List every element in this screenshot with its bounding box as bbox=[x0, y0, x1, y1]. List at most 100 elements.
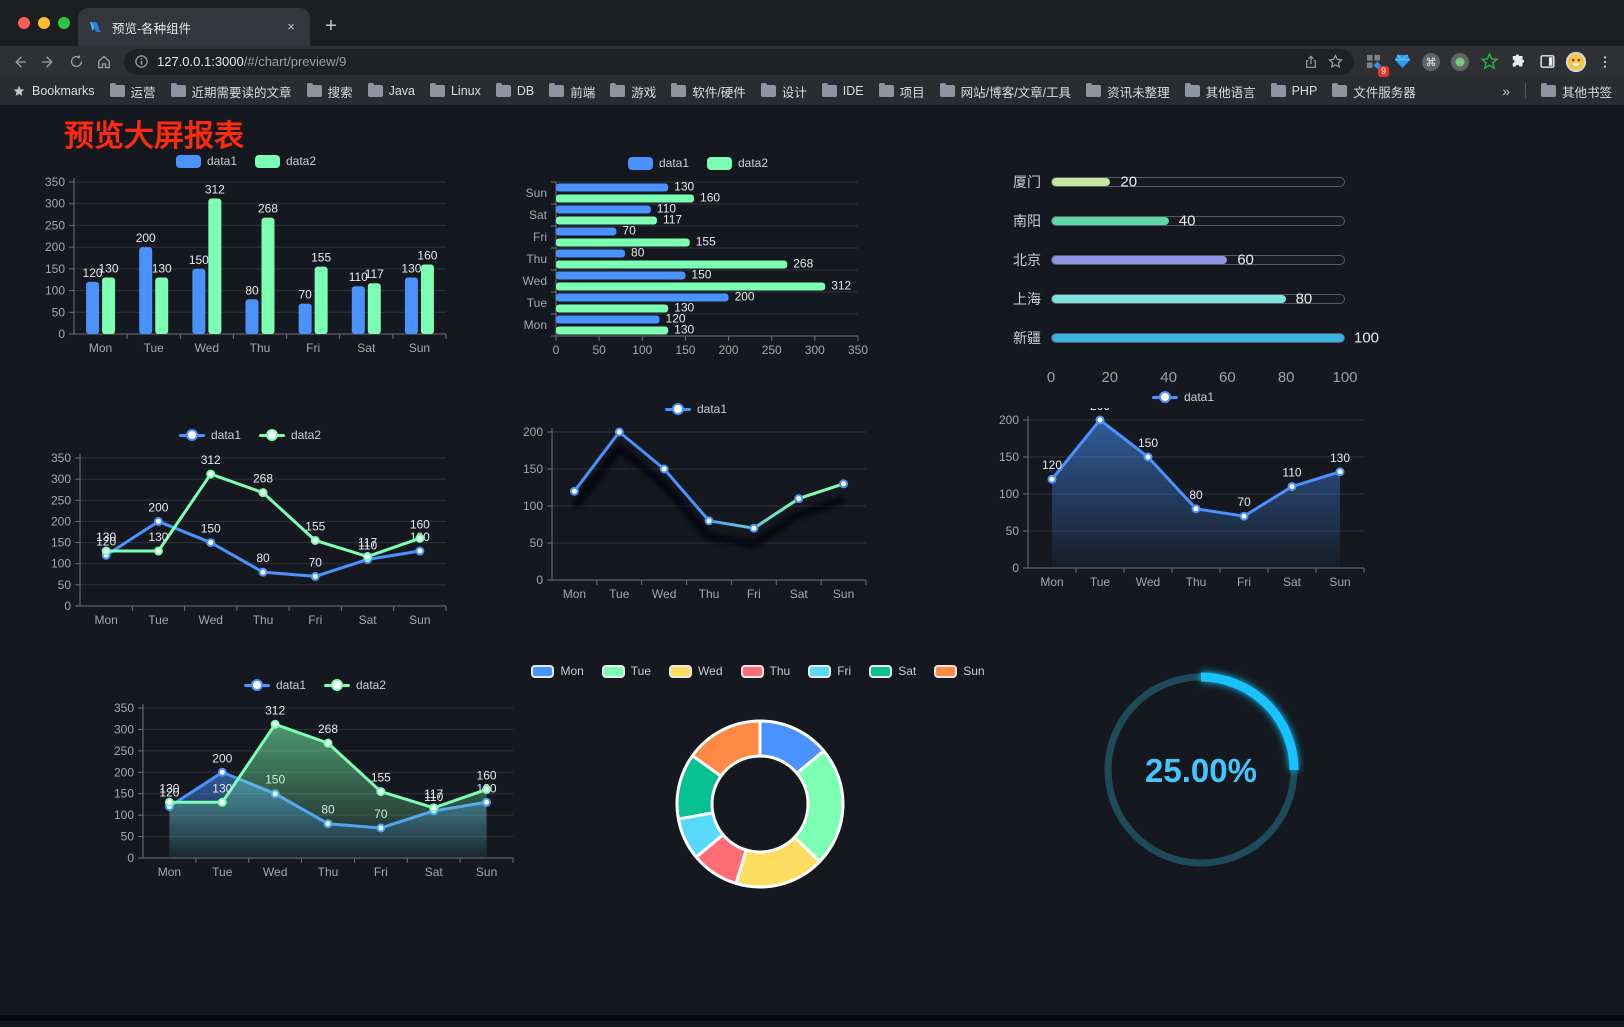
back-icon[interactable] bbox=[8, 50, 32, 74]
legend-item[interactable]: data2 bbox=[324, 678, 386, 692]
legend-item[interactable]: Wed bbox=[669, 664, 723, 678]
legend-item[interactable]: data1 bbox=[627, 156, 689, 170]
legend-item[interactable]: Fri bbox=[808, 664, 851, 678]
svg-text:Tue: Tue bbox=[212, 865, 233, 879]
multi-line-chart[interactable]: data1 data2 0 50 100 150 200 250 300 350 Mon Tue Wed… bbox=[40, 424, 460, 636]
legend-item[interactable]: Mon bbox=[531, 664, 584, 678]
other-bookmarks-folder[interactable]: 其他书签 bbox=[1540, 82, 1612, 101]
bookmark-star-icon[interactable] bbox=[1327, 53, 1344, 70]
url-text[interactable]: 127.0.0.1:3000/#/chart/preview/9 bbox=[157, 54, 1295, 69]
bookmark-folder[interactable]: 资讯未整理 bbox=[1086, 82, 1170, 101]
svg-text:0: 0 bbox=[127, 851, 134, 865]
legend-item[interactable]: Thu bbox=[740, 664, 790, 678]
shortcut-extension-icon[interactable]: ⌘ bbox=[1420, 51, 1442, 73]
bookmark-folder[interactable]: IDE bbox=[821, 82, 864, 101]
stacked-area-line-chart[interactable]: data1 data2 0 50 100 150 200 250 300 350 Mon Tue Wed… bbox=[103, 674, 527, 888]
svg-text:150: 150 bbox=[201, 522, 221, 536]
bookmark-folder[interactable]: 项目 bbox=[878, 82, 925, 101]
bookmark-folder[interactable]: 其他语言 bbox=[1184, 82, 1256, 101]
horizontal-bar-chart[interactable]: data1 data2 0 50 100 150 200 250 300 350 Mon 120 130… bbox=[500, 152, 896, 364]
svg-text:Thu: Thu bbox=[1186, 575, 1207, 589]
folder-icon bbox=[821, 82, 837, 97]
side-panel-icon[interactable] bbox=[1536, 51, 1558, 73]
svg-text:160: 160 bbox=[417, 249, 437, 263]
menu-kebab-icon[interactable] bbox=[1594, 51, 1616, 73]
svg-text:Sun: Sun bbox=[476, 865, 497, 879]
gem-extension-icon[interactable] bbox=[1391, 51, 1413, 73]
bookmark-folder[interactable]: 运营 bbox=[109, 82, 156, 101]
bookmark-folder[interactable]: Java bbox=[367, 82, 415, 101]
recorder-extension-icon[interactable] bbox=[1449, 51, 1471, 73]
legend-item[interactable]: data1 bbox=[664, 402, 727, 416]
legend-label: data2 bbox=[291, 428, 322, 442]
chart-canvas bbox=[675, 719, 845, 889]
svg-text:312: 312 bbox=[205, 183, 225, 197]
gradient-line-chart[interactable]: data1 0 50 100 150 200 Mon Tue Wed Thu Fri Sat Sun bbox=[512, 398, 880, 610]
svg-text:Mon: Mon bbox=[89, 341, 112, 355]
progress-bar bbox=[1052, 177, 1111, 186]
legend-item[interactable]: data2 bbox=[707, 156, 768, 170]
bookmarks-overflow-chevron[interactable]: » bbox=[1502, 83, 1510, 99]
legend-item[interactable]: Tue bbox=[601, 664, 651, 678]
bookmark-folder[interactable]: PHP bbox=[1270, 82, 1317, 101]
legend-label: data2 bbox=[286, 154, 317, 168]
close-window-button[interactable] bbox=[18, 17, 30, 29]
svg-text:200: 200 bbox=[114, 765, 134, 779]
svg-text:200: 200 bbox=[148, 500, 168, 514]
maximize-window-button[interactable] bbox=[58, 17, 70, 29]
bookmark-folder-label: 文件服务器 bbox=[1353, 85, 1416, 100]
bookmark-folder-label: Linux bbox=[450, 84, 481, 98]
legend-item[interactable]: data1 bbox=[178, 428, 241, 442]
folder-icon bbox=[1332, 82, 1348, 97]
axis-tick-label: 60 bbox=[1219, 369, 1236, 386]
legend-item[interactable]: data1 bbox=[175, 154, 237, 168]
grouped-bar-chart[interactable]: data1 data2 0 50 100 150 200 250 300 350 Mon Tue Wed… bbox=[34, 150, 458, 364]
tab-close-icon[interactable]: × bbox=[287, 19, 295, 34]
progress-value: 20 bbox=[1120, 173, 1138, 190]
page-title: 预览大屏报表 bbox=[64, 120, 244, 153]
bookmark-folder[interactable]: Linux bbox=[429, 82, 481, 101]
legend-marker bbox=[934, 664, 958, 678]
bookmark-folder[interactable]: 网站/博客/文章/工具 bbox=[939, 82, 1071, 101]
bookmark-folder[interactable]: 前端 bbox=[549, 82, 595, 101]
bookmark-folder[interactable]: 软件/硬件 bbox=[671, 82, 746, 101]
bookmark-folder[interactable]: 文件服务器 bbox=[1332, 82, 1416, 101]
svg-text:300: 300 bbox=[805, 343, 825, 357]
legend-item[interactable]: Sun bbox=[934, 664, 985, 678]
svg-text:150: 150 bbox=[523, 462, 543, 476]
legend-marker bbox=[669, 664, 693, 678]
legend-item[interactable]: data2 bbox=[259, 428, 321, 442]
legend-item[interactable]: data1 bbox=[1151, 390, 1214, 404]
share-icon[interactable] bbox=[1303, 54, 1319, 70]
area-line-chart[interactable]: data1 0 50 100 150 200 Mon Tue Wed Thu Fri Sat Sun 12… bbox=[988, 386, 1378, 598]
gauge-chart[interactable]: 25.00% bbox=[1098, 666, 1304, 874]
bookmark-folder[interactable]: 游戏 bbox=[610, 82, 656, 101]
tab-manager-extension-icon[interactable]: 9 bbox=[1362, 51, 1389, 77]
donut-chart[interactable]: Mon Tue Wed Thu Fri Sat Sun bbox=[531, 660, 985, 892]
home-icon[interactable] bbox=[92, 50, 116, 74]
site-info-icon[interactable] bbox=[134, 54, 149, 69]
green-star-extension-icon[interactable] bbox=[1478, 51, 1500, 73]
svg-text:150: 150 bbox=[999, 450, 1019, 464]
browser-tab[interactable]: 预览-各种组件 × bbox=[78, 8, 310, 46]
progress-bar-chart[interactable]: 厦门 20 南阳 40 北京 60 上海 80 新疆 100 0 20 40 60 80 100 bbox=[995, 154, 1379, 386]
bookmark-folder[interactable]: 搜索 bbox=[306, 82, 353, 101]
legend-item[interactable]: data1 bbox=[243, 678, 306, 692]
svg-text:130: 130 bbox=[148, 530, 168, 544]
legend-item[interactable]: data2 bbox=[255, 154, 316, 168]
bookmark-folder[interactable]: 近期需要读的文章 bbox=[170, 82, 292, 101]
svg-text:80: 80 bbox=[1189, 488, 1203, 502]
reload-icon[interactable] bbox=[64, 50, 88, 74]
legend-item[interactable]: Sat bbox=[869, 664, 916, 678]
forward-icon[interactable] bbox=[36, 50, 60, 74]
bookmark-folder[interactable]: DB bbox=[495, 82, 534, 101]
bookmarks-root[interactable]: Bookmarks bbox=[12, 84, 95, 98]
bookmark-folder[interactable]: 设计 bbox=[760, 82, 807, 101]
puzzle-extensions-icon[interactable] bbox=[1507, 51, 1529, 73]
chart-legend: data1 data2 bbox=[40, 424, 460, 446]
profile-avatar[interactable] bbox=[1565, 51, 1587, 73]
address-bar[interactable]: 127.0.0.1:3000/#/chart/preview/9 bbox=[124, 48, 1354, 75]
minimize-window-button[interactable] bbox=[38, 17, 50, 29]
new-tab-button[interactable]: + bbox=[325, 15, 337, 37]
svg-text:80: 80 bbox=[256, 551, 270, 565]
